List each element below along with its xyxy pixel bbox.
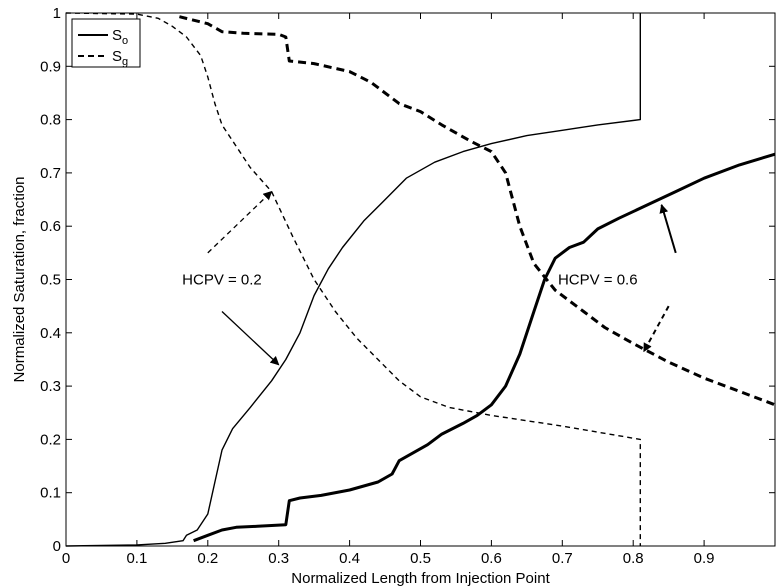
- y-tick-label: 0.9: [40, 58, 61, 75]
- series-line-oil-hcpv-0-6: [193, 152, 776, 543]
- y-tick-label: 0.4: [40, 325, 61, 342]
- x-tick-label: 0.2: [197, 550, 218, 567]
- y-tick-label: 0: [53, 538, 61, 555]
- x-tick-label: 0.4: [339, 550, 360, 567]
- y-tick-label: 0.3: [40, 378, 61, 395]
- x-tick-label: 0.1: [126, 550, 147, 567]
- legend-box: [71, 18, 141, 68]
- x-tick-label: 0.9: [694, 550, 715, 567]
- series-line-gas-hcpv-0-6: [179, 15, 776, 407]
- x-tick-label: 0.6: [481, 550, 502, 567]
- axis-layer: 0 0.1 0.2 0.3 0.4 0.5 0.6 0.7 0.8 0.9 0 0.1 0.2 0.3 0.…: [40, 5, 775, 567]
- x-tick-label: 0.7: [552, 550, 573, 567]
- x-tick-label: 0.8: [623, 550, 644, 567]
- x-tick-label: 0.3: [268, 550, 289, 567]
- annotation-label-2: HCPV = 0.6: [558, 272, 638, 289]
- series-line-oil-hcpv-0-2: [65, 13, 641, 547]
- legend-label-g: Sg: [112, 48, 128, 68]
- y-tick-label: 0.1: [40, 485, 61, 502]
- y-tick-label: 0.7: [40, 165, 61, 182]
- y-tick-label: 1: [53, 5, 61, 22]
- x-tick-label: 0.5: [410, 550, 431, 567]
- annotation-arrow-1-1: [207, 190, 273, 254]
- x-tick-label: 0: [62, 550, 70, 567]
- plot-frame: [65, 12, 776, 547]
- y-tick-label: 0.6: [40, 218, 61, 235]
- y-tick-label: 0.8: [40, 112, 61, 129]
- annotation-arrow-1-2: [221, 311, 280, 366]
- annotation-label-1: HCPV = 0.2: [182, 272, 262, 289]
- plot-area: [66, 13, 775, 546]
- annotation-arrow-2-1: [659, 204, 677, 254]
- x-axis-label: Normalized Length from Injection Point: [291, 570, 550, 587]
- legend-label-o: So: [112, 27, 128, 47]
- y-axis-label: Normalized Saturation, fraction: [11, 177, 28, 383]
- y-tick-label: 0.2: [40, 431, 61, 448]
- y-tick-label: 0.5: [40, 272, 61, 289]
- annotation-layer: HCPV = 0.2 HCPV = 0.6: [182, 190, 677, 366]
- series-layer: [65, 12, 776, 547]
